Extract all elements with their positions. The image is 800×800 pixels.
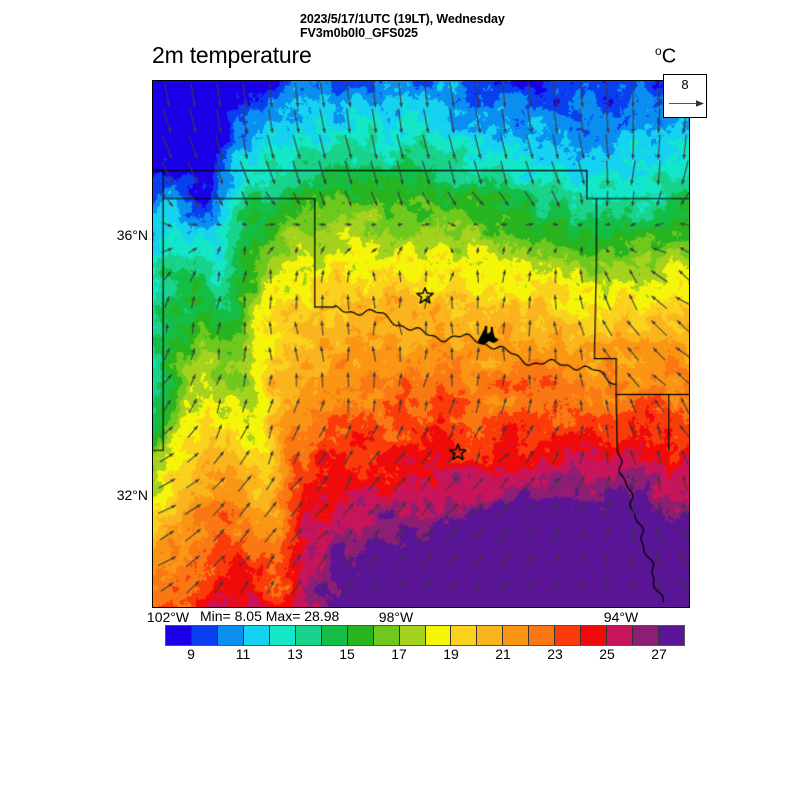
temperature-heatmap-canvas	[153, 81, 689, 607]
colorbar-tick-9: 9	[187, 646, 195, 662]
colorbar-tick-labels: 9 11 13 15 17 19 21 23 25 27	[165, 646, 685, 666]
colorbar-swatch	[295, 626, 322, 645]
colorbar-swatch	[555, 626, 582, 645]
colorbar[interactable]	[165, 625, 685, 646]
valid-time-title: 2023/5/17/1UTC (19LT), Wednesday	[300, 12, 505, 26]
colorbar-tick-11: 11	[235, 646, 251, 662]
lat-label-32: 32°N	[116, 487, 148, 503]
colorbar-swatch	[659, 626, 685, 645]
reference-vector-legend: 8	[663, 74, 707, 118]
colorbar-tick-19: 19	[443, 646, 459, 662]
lon-label-94: 94°W	[603, 609, 639, 625]
colorbar-tick-25: 25	[599, 646, 615, 662]
colorbar-swatch	[425, 626, 452, 645]
colorbar-tick-23: 23	[547, 646, 563, 662]
unit-letter: C	[661, 45, 677, 68]
colorbar-swatch	[191, 626, 218, 645]
units-label: oC	[655, 40, 676, 68]
arrow-right-icon	[669, 100, 704, 107]
lat-label-36: 36°N	[116, 227, 148, 243]
colorbar-swatch	[399, 626, 426, 645]
header-title-block: 2023/5/17/1UTC (19LT), Wednesday FV3m0b0…	[300, 12, 720, 40]
colorbar-swatch	[269, 626, 296, 645]
page-title: 2m temperature	[152, 42, 312, 68]
colorbar-tick-15: 15	[339, 646, 355, 662]
colorbar-swatch	[243, 626, 270, 645]
colorbar-swatch	[166, 626, 192, 645]
lon-label-102: 102°W	[146, 609, 190, 625]
colorbar-tick-21: 21	[495, 646, 511, 662]
colorbar-swatch	[581, 626, 608, 645]
colorbar-swatch	[217, 626, 244, 645]
degree-symbol: o	[655, 44, 662, 58]
model-name-title: FV3m0b0l0_GFS025	[300, 26, 418, 40]
reference-vector-value: 8	[681, 77, 689, 92]
colorbar-tick-27: 27	[651, 646, 667, 662]
colorbar-swatch	[477, 626, 504, 645]
colorbar-tick-13: 13	[287, 646, 303, 662]
colorbar-swatch	[633, 626, 660, 645]
colorbar-swatch	[451, 626, 478, 645]
colorbar-swatch	[321, 626, 348, 645]
colorbar-swatch	[347, 626, 374, 645]
colorbar-swatch	[607, 626, 634, 645]
colorbar-swatch	[529, 626, 556, 645]
colorbar-swatch	[373, 626, 400, 645]
lon-label-98: 98°W	[378, 609, 414, 625]
colorbar-tick-17: 17	[391, 646, 407, 662]
min-max-annotation: Min= 8.05 Max= 28.98	[200, 608, 340, 624]
colorbar-swatch	[503, 626, 530, 645]
colorbar-swatches	[165, 625, 685, 646]
map-plot-area[interactable]	[152, 80, 690, 608]
